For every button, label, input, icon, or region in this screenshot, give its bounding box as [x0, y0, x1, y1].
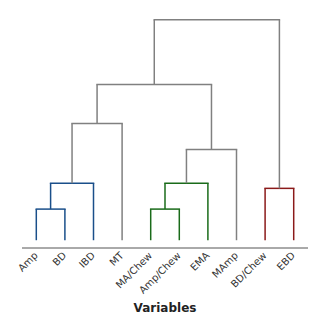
link-leg — [64, 209, 66, 240]
x-tick-label: EBD — [275, 250, 298, 273]
link-leg — [96, 85, 98, 124]
link-leg — [93, 183, 95, 240]
x-axis-line — [22, 248, 308, 249]
link-leg — [179, 209, 181, 240]
x-tick-label: IBD — [77, 250, 97, 270]
x-tick-label: BD/Chew — [229, 250, 269, 290]
link-leg — [50, 183, 52, 209]
link-leg — [164, 183, 166, 209]
x-axis-label: Variables — [134, 301, 197, 315]
link-leg — [279, 20, 281, 189]
dendrogram-links — [36, 20, 293, 240]
chart: AmpBDIBDMTMA/ChewAmp/ChewEMAMAmpBD/ChewE… — [0, 0, 320, 320]
link-leg — [293, 188, 295, 240]
x-tick-label: BD — [50, 250, 68, 268]
link-leg — [186, 149, 188, 183]
link-leg — [154, 20, 156, 85]
link-leg — [150, 209, 152, 240]
x-tick-label: Amp/Chew — [137, 250, 183, 296]
link-leg — [264, 188, 266, 240]
link-bar — [154, 19, 279, 21]
x-tick-label: MT — [107, 249, 126, 268]
link-leg — [121, 124, 123, 241]
link-leg — [211, 85, 213, 150]
x-tick-label: EMA — [188, 250, 211, 273]
x-tick-label: Amp — [16, 250, 40, 274]
link-leg — [36, 209, 38, 240]
link-leg — [207, 183, 209, 240]
link-leg — [71, 124, 73, 184]
link-leg — [236, 149, 238, 240]
